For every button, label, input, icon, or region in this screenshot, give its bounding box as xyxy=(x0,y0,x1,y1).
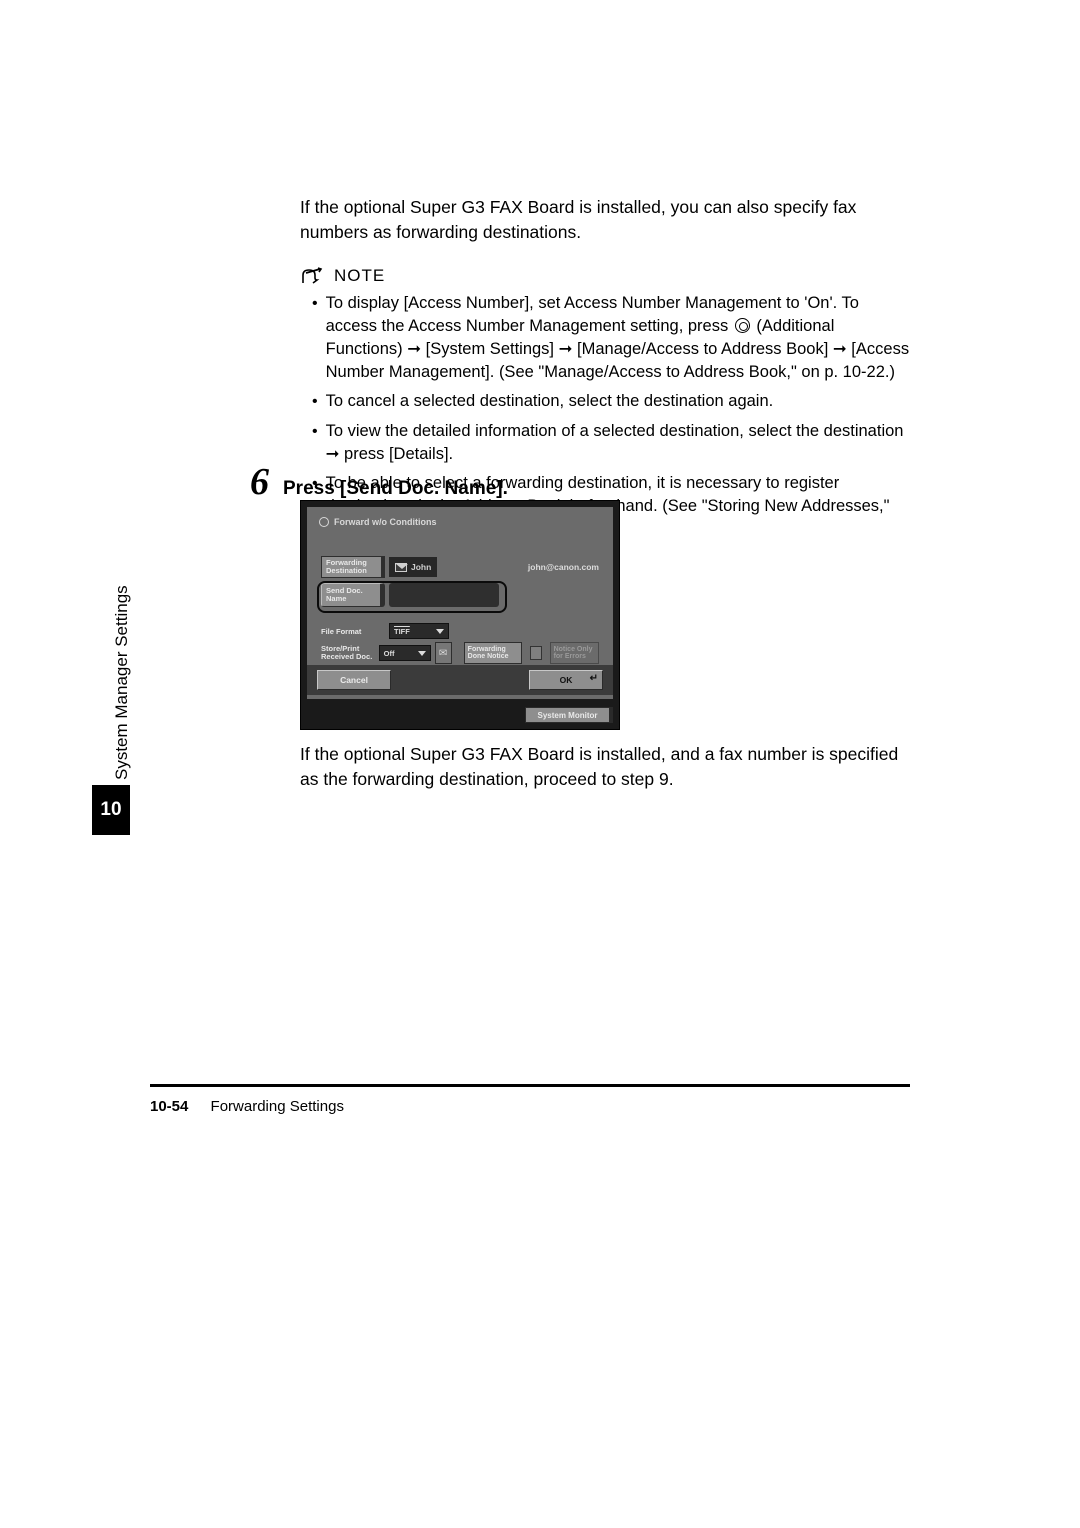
recycle-icon xyxy=(319,517,329,527)
notice-checkbox[interactable] xyxy=(530,646,542,660)
note-icon xyxy=(300,267,324,285)
chevron-down-icon xyxy=(436,629,444,634)
device-screenshot: Forward w/o Conditions Forwarding Destin… xyxy=(300,500,620,730)
ok-button[interactable]: OK xyxy=(529,670,603,690)
bullet-icon xyxy=(312,420,318,466)
side-chapter-label: System Manager Settings xyxy=(112,585,132,780)
note-item: To display [Access Number], set Access N… xyxy=(312,292,910,384)
file-format-dropdown[interactable]: TIFF xyxy=(389,623,449,639)
store-print-dropdown[interactable]: Off xyxy=(379,645,431,661)
note-text: To view the detailed information of a se… xyxy=(326,420,910,466)
note-text: To cancel a selected destination, select… xyxy=(326,390,774,413)
file-format-row: File Format TIFF xyxy=(321,621,599,641)
side-chapter-number: 10 xyxy=(92,785,130,835)
note-text: To display [Access Number], set Access N… xyxy=(326,292,910,384)
file-format-label: File Format xyxy=(321,627,385,636)
send-doc-name-field[interactable] xyxy=(389,583,499,607)
mail-icon xyxy=(395,563,407,572)
note-header: NOTE xyxy=(300,266,910,286)
send-doc-name-button[interactable]: Send Doc. Name xyxy=(321,583,385,607)
store-print-label: Store/Print Received Doc. xyxy=(321,645,375,661)
footer-section-title: Forwarding Settings xyxy=(211,1098,344,1115)
send-doc-name-row: Send Doc. Name xyxy=(321,585,599,605)
screenshot-panel: Forward w/o Conditions Forwarding Destin… xyxy=(307,507,613,699)
store-print-row: Store/Print Received Doc. Off ✉ Forwardi… xyxy=(321,643,599,663)
chevron-down-icon xyxy=(418,651,426,656)
screenshot-title: Forward w/o Conditions xyxy=(319,517,437,527)
step-heading: 6 Press [Send Doc. Name]. xyxy=(250,460,508,504)
forwarding-done-notice-button[interactable]: Forwarding Done Notice xyxy=(464,642,522,664)
notice-only-errors-label: Notice Only for Errors xyxy=(550,642,599,664)
note-item: To view the detailed information of a se… xyxy=(312,420,910,466)
step-number: 6 xyxy=(250,460,269,504)
bullet-icon xyxy=(312,292,318,384)
note-label: NOTE xyxy=(334,266,385,286)
page: If the optional Super G3 FAX Board is in… xyxy=(0,0,1080,1528)
destination-name: John xyxy=(389,557,437,577)
page-number: 10-54 xyxy=(150,1098,188,1115)
intro-paragraph: If the optional Super G3 FAX Board is in… xyxy=(300,195,910,246)
forwarding-done-icon: ✉ xyxy=(435,642,452,664)
system-monitor-button[interactable]: System Monitor xyxy=(525,707,613,723)
destination-email: john@canon.com xyxy=(528,562,599,572)
forwarding-destination-button[interactable]: Forwarding Destination xyxy=(321,556,385,578)
bullet-icon xyxy=(312,390,318,413)
button-bar: Cancel OK xyxy=(307,665,613,695)
after-screenshot-paragraph: If the optional Super G3 FAX Board is in… xyxy=(300,742,900,793)
forwarding-destination-row: Forwarding Destination John john@canon.c… xyxy=(321,557,599,577)
note-item: To cancel a selected destination, select… xyxy=(312,390,910,413)
cancel-button[interactable]: Cancel xyxy=(317,670,391,690)
side-tab: System Manager Settings 10 xyxy=(92,580,130,835)
page-footer: 10-54 Forwarding Settings xyxy=(150,1098,344,1115)
additional-functions-icon xyxy=(735,318,750,333)
footer-rule xyxy=(150,1084,910,1087)
step-title: Press [Send Doc. Name]. xyxy=(283,478,508,500)
